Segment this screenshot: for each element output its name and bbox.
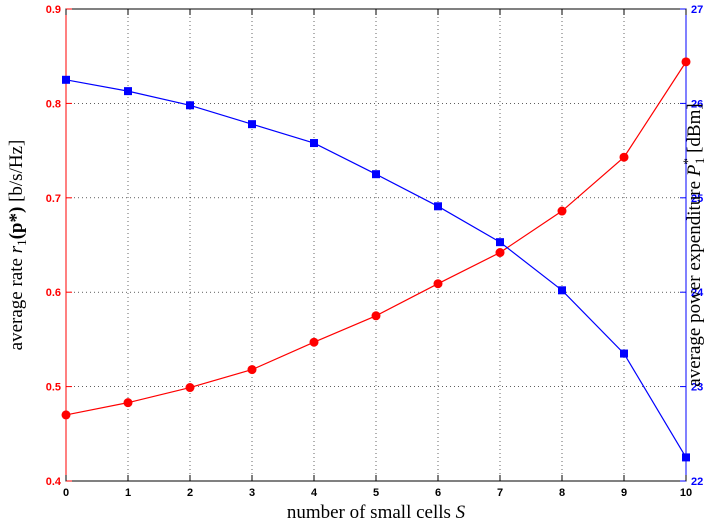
data-point-circle [681,57,691,67]
data-point-square [186,101,194,110]
right-axis-title: average power expenditure P*1 [dBm] [680,103,707,386]
data-point-circle [61,410,71,420]
data-point-square [62,75,70,84]
left-tick-label: 0.9 [46,4,61,16]
data-point-circle [247,365,257,375]
series-line-right [65,79,687,458]
data-point-circle [557,206,567,216]
series-left [61,57,691,420]
x-tick-label: 4 [311,487,318,499]
series-layer [61,57,691,462]
left-tick-label: 0.7 [46,193,61,205]
data-point-square [434,202,442,211]
data-point-circle [495,248,505,258]
data-point-circle [123,398,133,408]
x-axis-title: number of small cells S [287,502,466,523]
x-tick-label: 8 [559,487,565,499]
x-tick-label: 5 [373,487,379,499]
x-tick-label: 0 [63,487,69,499]
x-tick-label: 9 [621,487,627,499]
left-axis: 0.4 0.5 0.6 0.7 0.8 0.9 [46,4,72,488]
left-tick-label: 0.6 [46,287,61,299]
x-axis: 0 1 2 3 4 5 6 7 8 9 10 [63,9,692,499]
right-tick-label: 26 [691,98,703,110]
right-axis: 22 23 24 25 26 27 [680,4,704,488]
right-tick-label: 25 [691,193,703,205]
data-point-circle [309,337,319,347]
left-tick-label: 0.5 [46,382,61,394]
right-tick-label: 27 [691,4,703,16]
x-tick-label: 3 [249,487,255,499]
data-point-square [558,286,566,295]
data-point-circle [433,279,443,289]
data-point-circle [185,383,195,393]
x-tick-label: 7 [497,487,503,499]
left-tick-label: 0.4 [46,476,62,488]
series-right [62,75,690,462]
left-tick-label: 0.8 [46,98,61,110]
right-tick-label: 22 [691,476,703,488]
x-tick-label: 2 [187,487,193,499]
data-point-square [496,238,504,247]
data-point-square [248,120,256,129]
x-tick-label: 1 [125,487,131,499]
right-tick-label: 23 [691,382,703,394]
data-point-circle [371,311,381,321]
data-point-square [124,87,132,96]
left-axis-title: average rate r1(p*) [b/s/Hz] [6,140,29,351]
data-point-square [682,453,690,462]
data-point-square [310,139,318,148]
data-point-square [372,170,380,179]
right-tick-label: 24 [691,287,704,299]
grid-layer [66,9,686,481]
x-tick-label: 10 [680,487,692,499]
data-point-circle [619,152,629,162]
data-point-square [620,349,628,358]
x-tick-label: 6 [435,487,441,499]
